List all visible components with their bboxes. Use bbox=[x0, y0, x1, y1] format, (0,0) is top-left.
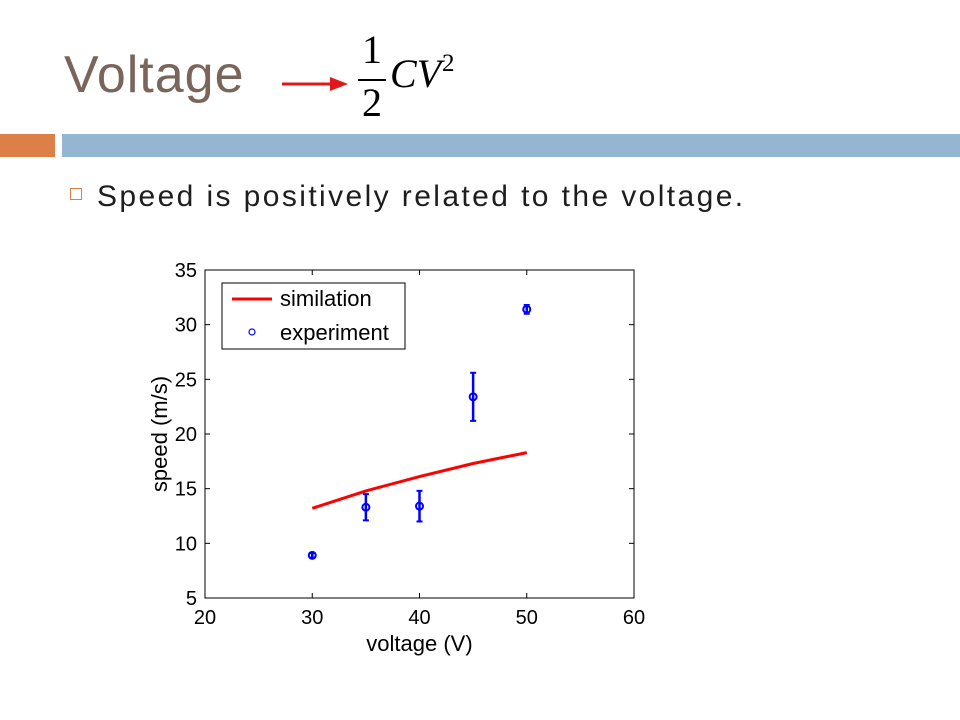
y-axis-label: speed (m/s) bbox=[147, 376, 172, 492]
legend-box bbox=[221, 282, 406, 350]
experiment-marker bbox=[522, 304, 532, 314]
formula-body: CV bbox=[390, 51, 442, 96]
experiment-marker bbox=[361, 502, 371, 512]
experiment-point bbox=[468, 371, 478, 422]
y-tick-label: 10 bbox=[175, 533, 197, 555]
y-tick-label: 5 bbox=[186, 588, 197, 610]
slide-title: Voltage bbox=[64, 46, 245, 104]
formula: 1 2 CV 2 bbox=[352, 30, 472, 125]
x-tick-label: 60 bbox=[623, 607, 645, 629]
experiment-point bbox=[361, 493, 371, 522]
speed-vs-voltage-chart: 20 30 40 50 60 5 10 15 20 25 30 35 similation experim… bbox=[147, 260, 645, 656]
legend-marker-sample bbox=[248, 328, 256, 336]
x-tick-label: 50 bbox=[516, 607, 538, 629]
experiment-point bbox=[307, 550, 317, 560]
experiment-point bbox=[415, 489, 424, 523]
y-tick-label: 25 bbox=[175, 369, 197, 391]
legend: similation experiment bbox=[221, 282, 406, 350]
y-tick-label: 30 bbox=[175, 315, 197, 337]
title-accent-bar-blue bbox=[62, 134, 960, 157]
legend-label-simulation: similation bbox=[280, 286, 372, 311]
formula-numerator: 1 bbox=[362, 27, 382, 72]
simulation-line bbox=[311, 451, 528, 510]
title-accent-bar-orange bbox=[0, 134, 55, 157]
bullet-text: Speed is positively related to the volta… bbox=[97, 180, 746, 213]
x-tick-label: 30 bbox=[301, 607, 323, 629]
legend-label-experiment: experiment bbox=[280, 320, 389, 345]
experiment-marker bbox=[415, 501, 424, 511]
hollow-square-bullet-icon bbox=[70, 188, 82, 200]
formula-denominator: 2 bbox=[362, 80, 382, 125]
x-tick-label: 20 bbox=[194, 607, 216, 629]
formula-exponent: 2 bbox=[442, 50, 455, 77]
right-arrow-icon bbox=[282, 77, 348, 91]
experiment-point bbox=[522, 303, 532, 315]
experiment-marker bbox=[307, 550, 317, 560]
y-tick-label: 20 bbox=[175, 424, 197, 446]
y-tick-label: 35 bbox=[175, 260, 197, 282]
x-axis-label: voltage (V) bbox=[366, 631, 472, 656]
y-tick-label: 15 bbox=[175, 479, 197, 501]
x-tick-label: 40 bbox=[408, 607, 430, 629]
fraction-bar bbox=[358, 79, 386, 81]
experiment-marker bbox=[468, 392, 478, 402]
